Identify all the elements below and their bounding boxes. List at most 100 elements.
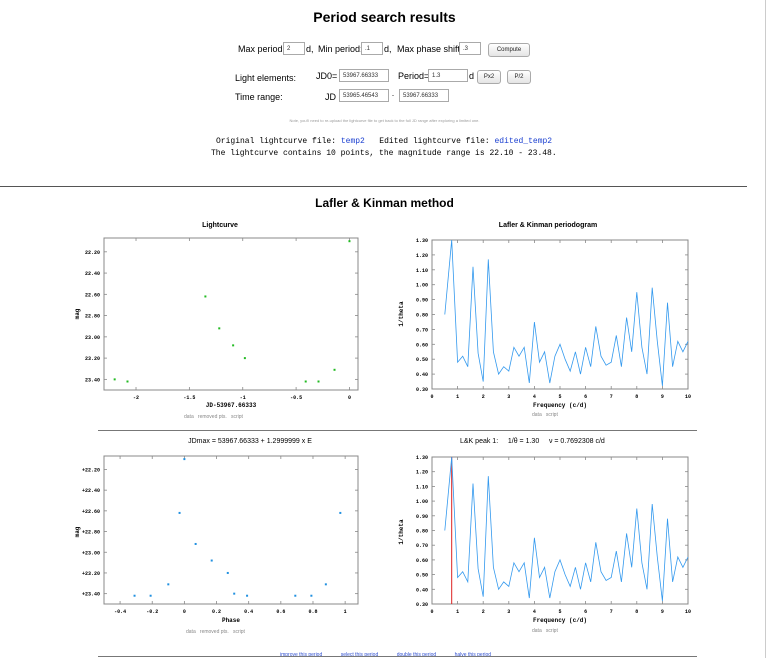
data-point — [243, 357, 246, 360]
data-point — [324, 583, 327, 586]
data-point — [333, 368, 336, 371]
jd-range-dash: - — [392, 93, 394, 99]
x-tick-label: 0 — [348, 395, 351, 401]
max-period-input[interactable]: 2 — [283, 42, 305, 55]
halve-period-link[interactable]: halve this period — [454, 652, 492, 658]
data-point — [233, 592, 236, 595]
right-edge — [765, 0, 766, 658]
double-period-link[interactable]: double this period — [396, 652, 437, 658]
p2-button[interactable]: P/2 — [507, 70, 531, 84]
periodogram-ylabel: 1/theta — [398, 301, 405, 327]
phase-title: JDmax = 53967.66333 + 1.2999999 x E — [188, 438, 312, 445]
min-period-unit: d, — [384, 44, 392, 54]
data-point — [167, 583, 170, 586]
y-tick-label: 0.40 — [416, 587, 428, 593]
peak-script-link[interactable]: script — [545, 628, 558, 634]
divider-3 — [98, 656, 697, 657]
periodogram-line — [444, 239, 689, 387]
time-range-label: Time range: — [235, 92, 283, 102]
x-tick-label: -2 — [133, 395, 139, 401]
jd-to-input[interactable]: 53967.66333 — [399, 89, 449, 102]
min-period-input[interactable]: .1 — [361, 42, 383, 55]
phase-script-link[interactable]: script — [232, 629, 245, 635]
data-point — [310, 594, 313, 597]
select-period-link[interactable]: select this period — [340, 652, 379, 658]
data-point — [232, 344, 235, 347]
x-tick-label: 9 — [661, 609, 664, 615]
y-tick-label: 0.90 — [416, 298, 428, 304]
data-point — [149, 594, 152, 597]
y-tick-label: +22.40 — [82, 488, 100, 494]
page-title: Period search results — [313, 9, 456, 25]
px2-button[interactable]: Px2 — [477, 70, 501, 84]
section-title: Lafler & Kinman method — [315, 196, 454, 210]
data-point — [194, 542, 197, 545]
y-tick-label: 0.50 — [416, 573, 428, 579]
lightcurve-script-link[interactable]: script — [230, 414, 243, 420]
lightcurve-removed-link[interactable]: removed pts. — [197, 414, 227, 420]
divider-1 — [0, 186, 747, 187]
y-tick-label: 0.60 — [416, 558, 428, 564]
improve-period-link[interactable]: improve this period — [280, 652, 323, 658]
y-tick-label: 23.40 — [85, 377, 100, 383]
periodogram-script-link[interactable]: script — [545, 412, 558, 418]
edited-file-label: Edited lightcurve file: — [379, 137, 490, 146]
lightcurve-links: data removed pts. script — [184, 414, 243, 420]
x-tick-label: 7 — [610, 394, 613, 400]
y-tick-label: 23.20 — [85, 356, 100, 362]
x-tick-label: 0.8 — [308, 609, 317, 615]
light-elements-label: Light elements: — [235, 73, 297, 83]
phase-data-link[interactable]: data — [186, 629, 196, 635]
data-point — [348, 240, 351, 243]
x-tick-label: -0.5 — [290, 395, 302, 401]
x-tick-label: -0.4 — [114, 609, 126, 615]
y-tick-label: 1.10 — [416, 484, 428, 490]
period-label: Period= — [398, 71, 430, 81]
y-tick-label: 0.30 — [416, 387, 428, 393]
lightcurve-plot: 22.20 22.40 22.60 22.80 23.00 23.20 23.40 -2 -1.… — [74, 237, 359, 409]
data-point — [226, 571, 229, 574]
max-phase-shift-input[interactable]: .3 — [459, 42, 481, 55]
data-point — [317, 380, 320, 383]
data-point — [183, 458, 186, 461]
x-tick-label: -1.5 — [183, 395, 195, 401]
note-text: Note, you'll need to re-upload the light… — [289, 118, 480, 123]
x-tick-label: 0.2 — [212, 609, 221, 615]
lightcurve-xlabel: JD-53967.66333 — [206, 402, 257, 409]
y-tick-label: 0.80 — [416, 529, 428, 535]
max-phase-shift-label: Max phase shift: — [397, 44, 463, 54]
jd-from-input[interactable]: 53965.46543 — [339, 89, 389, 102]
jd0-label: JD0= — [316, 71, 338, 81]
y-tick-label: 22.60 — [85, 292, 100, 298]
x-tick-label: 0.6 — [276, 609, 285, 615]
data-point — [178, 511, 181, 514]
y-tick-label: 0.30 — [416, 602, 428, 608]
max-period-unit: d, — [306, 44, 314, 54]
y-tick-label: 1.00 — [416, 283, 428, 289]
y-tick-label: 0.70 — [416, 327, 428, 333]
edited-file-link[interactable]: edited_temp2 — [494, 137, 553, 146]
lightcurve-data-link[interactable]: data — [184, 414, 194, 420]
y-tick-label: 1.10 — [416, 268, 428, 274]
y-tick-label: 1.30 — [416, 238, 428, 244]
y-tick-label: 0.40 — [416, 372, 428, 378]
period-input[interactable]: 1.3 — [428, 69, 468, 82]
peak-data-link[interactable]: data — [532, 628, 542, 634]
x-tick-label: 1 — [344, 609, 347, 615]
jd0-input[interactable]: 53967.66333 — [339, 69, 389, 82]
x-tick-label: 8 — [635, 609, 638, 615]
y-tick-label: +22.60 — [82, 509, 100, 515]
x-tick-label: 7 — [610, 609, 613, 615]
y-tick-label: 22.80 — [85, 314, 100, 320]
compute-button[interactable]: Compute — [488, 43, 530, 57]
lightcurve-frame — [103, 237, 359, 391]
original-file-link[interactable]: temp2 — [340, 137, 365, 146]
jd-label: JD — [325, 92, 336, 102]
periodogram-data-link[interactable]: data — [532, 412, 542, 418]
phase-removed-link[interactable]: removed pts. — [199, 629, 229, 635]
y-tick-label: +22.20 — [82, 467, 100, 473]
y-tick-label: 1.20 — [416, 470, 428, 476]
periodogram-links: data script — [532, 412, 558, 418]
x-tick-label: 2 — [482, 609, 485, 615]
lightcurve-ylabel: mag — [74, 308, 81, 319]
